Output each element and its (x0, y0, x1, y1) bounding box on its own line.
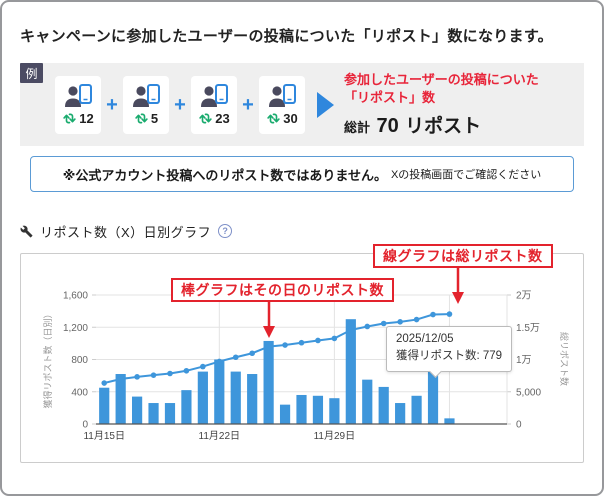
total-value: 70 (376, 115, 399, 138)
svg-text:0: 0 (516, 420, 522, 431)
user-post-card: 30 (259, 75, 305, 134)
svg-text:1.5万: 1.5万 (516, 323, 540, 334)
svg-text:0: 0 (82, 420, 88, 431)
total-line: 総計 70 リポスト (344, 111, 584, 138)
annotation-arrow-down-icon (263, 301, 275, 338)
user-post-card: 5 (123, 75, 169, 134)
example-result: 参加したユーザーの投稿についた 「リポスト」数 総計 70 リポスト (344, 71, 584, 138)
repost-count: 5 (150, 111, 159, 126)
result-caption-line1: 参加したユーザーの投稿についた (344, 71, 539, 87)
help-icon[interactable]: ? (218, 224, 233, 238)
note-main-text: ※公式アカウント投稿へのリポスト数ではありません。 (62, 167, 387, 183)
svg-text:5,000: 5,000 (516, 387, 541, 398)
svg-text:400: 400 (71, 387, 88, 398)
chart-card: 0 400 800 1,200 1,600 0 5,000 1万 1.5万 2万 11月15日 11月… (20, 244, 584, 463)
result-caption-line2: 「リポスト」数 (344, 90, 436, 105)
line-annotation: 線グラフは総リポスト数 (373, 244, 553, 268)
repost-icon (199, 113, 212, 124)
svg-text:2万: 2万 (516, 291, 532, 302)
plus-icon: + (174, 93, 186, 116)
svg-text:11月15日: 11月15日 (83, 430, 125, 442)
svg-text:1,600: 1,600 (63, 291, 88, 302)
svg-text:獲得リポスト数（日別）: 獲得リポスト数（日別） (42, 309, 53, 408)
svg-text:11月29日: 11月29日 (314, 430, 356, 442)
svg-text:1万: 1万 (516, 355, 532, 366)
repost-count: 30 (283, 111, 298, 126)
example-box: 例 12 + (20, 63, 584, 146)
svg-text:総リポスト数: 総リポスト数 (559, 332, 570, 386)
user-post-card: 23 (191, 75, 237, 134)
note-box: ※公式アカウント投稿へのリポスト数ではありません。 Xの投稿画面でご確認ください (30, 156, 574, 192)
bar-annotation: 棒グラフはその日のリポスト数 (171, 278, 394, 302)
annotation-arrow-down-icon (452, 267, 464, 304)
plus-icon: + (242, 93, 254, 116)
repost-icon (267, 113, 280, 124)
svg-text:1,200: 1,200 (63, 323, 88, 334)
result-caption: 参加したユーザーの投稿についた 「リポスト」数 (344, 71, 584, 107)
wrench-icon (20, 225, 33, 238)
user-post-card: 12 (55, 75, 101, 134)
daily-repost-chart[interactable]: 0 400 800 1,200 1,600 0 5,000 1万 1.5万 2万 11月15日 11月… (21, 254, 583, 462)
chart-title: リポスト数（X）日別グラフ (40, 224, 212, 240)
example-row: 12 + 5 (20, 63, 584, 146)
example-badge: 例 (20, 63, 43, 83)
user-phone-icon (65, 84, 92, 107)
repost-icon (63, 113, 76, 124)
repost-icon (135, 113, 148, 124)
repost-count: 23 (215, 111, 230, 126)
user-phone-icon (201, 84, 228, 107)
repost-count: 12 (79, 111, 94, 126)
svg-text:11月22日: 11月22日 (199, 430, 241, 442)
total-prefix: 総計 (344, 120, 371, 136)
chart-tooltip: 2025/12/05 獲得リポスト数: 779 (386, 326, 513, 378)
plus-icon: + (106, 93, 118, 116)
arrow-right-icon (317, 91, 334, 118)
total-suffix: リポスト (405, 116, 482, 138)
svg-text:800: 800 (71, 355, 88, 366)
page-title: キャンペーンに参加したユーザーの投稿についた「リポスト」数になります。 (20, 28, 553, 45)
user-phone-icon (133, 84, 160, 107)
tooltip-value: 獲得リポスト数: 779 (396, 350, 503, 363)
chart-section-header: リポスト数（X）日別グラフ ? (20, 222, 584, 240)
user-phone-icon (269, 84, 296, 107)
tooltip-date: 2025/12/05 (396, 333, 454, 345)
note-sub-text: Xの投稿画面でご確認ください (390, 169, 542, 181)
